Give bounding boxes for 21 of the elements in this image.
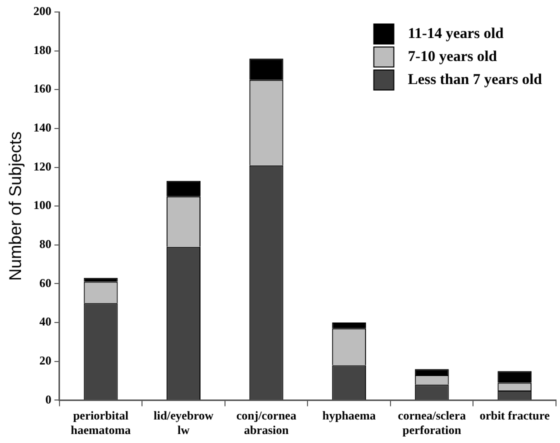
x-tick-label: conj/cornea abrasion — [236, 408, 296, 437]
y-tick-label: 140 — [33, 120, 52, 135]
y-tick-label: 80 — [39, 237, 52, 252]
x-tick-label: orbit fracture — [480, 408, 550, 422]
y-tick-label: 120 — [33, 159, 52, 174]
x-tick-label: periorbital haematoma — [70, 408, 131, 437]
y-tick-label: 100 — [33, 198, 52, 212]
y-tick-label: 60 — [39, 276, 52, 290]
y-tick-label: 160 — [33, 82, 52, 96]
x-tick-label: cornea/sclera perforation — [398, 408, 466, 437]
x-tick-label: lid/eyebrow lw — [154, 408, 214, 437]
x-tick-label: hyphaema — [322, 408, 376, 422]
legend-label: Less than 7 years old — [408, 72, 543, 88]
y-tick-label: 0 — [45, 392, 52, 406]
legend-label: 7-10 years old — [408, 48, 498, 65]
y-tick-label: 180 — [33, 42, 52, 57]
y-axis-title: Number of Subjects — [6, 131, 25, 281]
legend-label: 11-14 years old — [408, 26, 504, 42]
y-tick-label: 200 — [33, 4, 52, 18]
y-tick-label: 20 — [39, 353, 52, 368]
y-tick-label: 40 — [39, 314, 52, 329]
